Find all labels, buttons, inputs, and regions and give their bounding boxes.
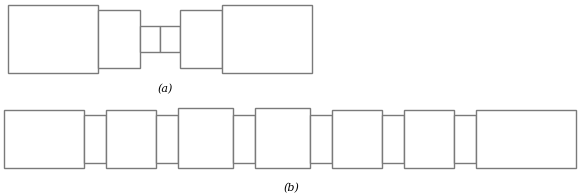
Text: (b): (b) xyxy=(283,183,299,193)
Bar xyxy=(8,5,98,73)
Bar xyxy=(454,115,476,163)
Bar xyxy=(222,5,312,73)
Bar xyxy=(156,115,178,163)
Bar xyxy=(476,110,576,168)
Bar xyxy=(84,115,106,163)
Bar xyxy=(332,110,382,168)
Bar xyxy=(140,26,160,52)
Text: (a): (a) xyxy=(157,84,173,94)
Bar xyxy=(160,26,180,52)
Bar xyxy=(180,10,222,68)
Bar xyxy=(178,108,233,168)
Bar xyxy=(233,115,255,163)
Bar xyxy=(255,108,310,168)
Bar xyxy=(382,115,404,163)
Bar xyxy=(98,10,140,68)
Bar xyxy=(4,110,84,168)
Bar xyxy=(106,110,156,168)
Bar xyxy=(310,115,332,163)
Bar xyxy=(404,110,454,168)
